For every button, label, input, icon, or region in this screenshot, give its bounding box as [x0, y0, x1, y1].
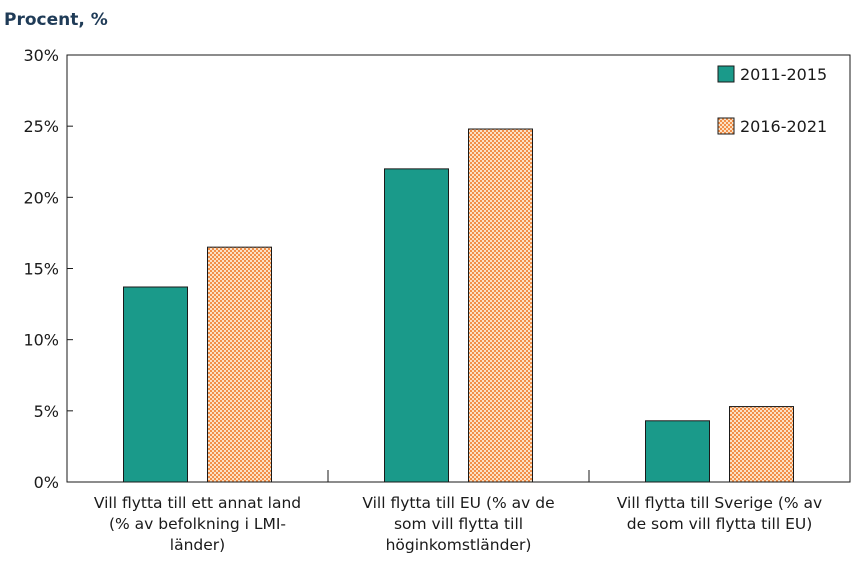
x-category-label: länder) [170, 536, 225, 554]
y-tick-label: 25% [23, 117, 59, 136]
y-tick-label: 20% [23, 188, 59, 207]
x-category-label: de som vill flytta till EU) [627, 515, 813, 533]
x-category-label: Vill flytta till Sverige (% av [617, 494, 822, 512]
x-category-label: höginkomstländer) [386, 536, 532, 554]
y-tick-label: 0% [34, 473, 59, 492]
x-category-label: Vill flytta till ett annat land [94, 494, 301, 512]
y-tick-label: 5% [34, 402, 59, 421]
x-category-label: Vill flytta till EU (% av de [362, 494, 554, 512]
x-category-label: (% av befolkning i LMI- [109, 515, 286, 533]
legend-swatch [718, 118, 734, 134]
bar-2011-2015-2 [646, 421, 710, 482]
y-tick-label: 10% [23, 331, 59, 350]
legend-swatch [718, 66, 734, 82]
bar-2016-2021-0 [208, 247, 272, 482]
legend-label: 2016-2021 [740, 117, 827, 136]
bar-2011-2015-0 [124, 287, 188, 482]
y-tick-label: 15% [23, 260, 59, 279]
legend-label: 2011-2015 [740, 65, 827, 84]
bar-2016-2021-1 [469, 129, 533, 482]
bar-2011-2015-1 [385, 169, 449, 482]
y-tick-label: 30% [23, 46, 59, 65]
x-category-label: som vill flytta till [394, 515, 523, 533]
bar-2016-2021-2 [730, 407, 794, 482]
